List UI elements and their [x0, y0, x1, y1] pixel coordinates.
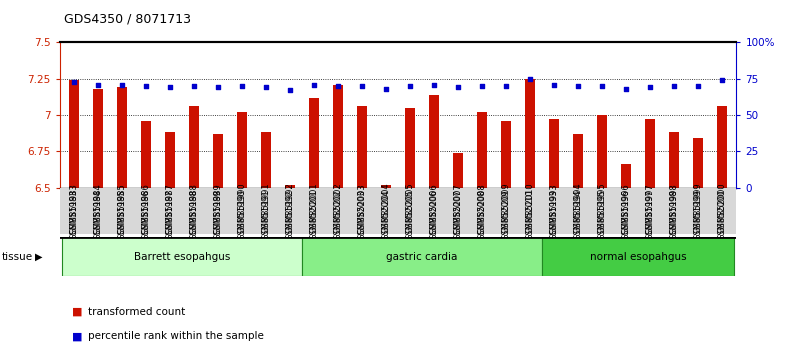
Text: GSM852010: GSM852010: [525, 189, 534, 240]
Bar: [189, 106, 199, 188]
Point: [68, 79, 80, 85]
Point: [236, 83, 248, 89]
Point: [619, 86, 632, 92]
Text: GSM851985: GSM851985: [118, 189, 127, 240]
Bar: [69, 80, 79, 188]
Point: [668, 83, 681, 89]
Bar: [166, 132, 175, 188]
Point: [380, 86, 392, 92]
Text: GSM852009: GSM852009: [501, 189, 510, 240]
Point: [308, 82, 321, 87]
Text: tissue: tissue: [2, 252, 33, 262]
Bar: [285, 185, 295, 188]
Text: GSM852001: GSM852001: [310, 189, 318, 240]
Text: GSM851986: GSM851986: [142, 189, 150, 240]
Text: GSM852004: GSM852004: [381, 189, 391, 240]
Point: [164, 85, 177, 90]
Bar: [429, 95, 439, 188]
Text: GSM852003: GSM852003: [357, 189, 366, 240]
Bar: [669, 132, 679, 188]
Bar: [477, 112, 487, 188]
Bar: [501, 121, 511, 188]
Bar: [261, 132, 271, 188]
Text: GSM851993: GSM851993: [549, 189, 559, 240]
Text: GSM852002: GSM852002: [334, 189, 342, 240]
Point: [500, 83, 513, 89]
Text: GSM852007: GSM852007: [454, 189, 462, 240]
Bar: [381, 185, 391, 188]
Text: ■: ■: [72, 307, 82, 316]
Point: [212, 85, 224, 90]
Point: [115, 82, 128, 87]
Point: [595, 83, 608, 89]
Bar: [573, 134, 583, 188]
Text: gastric cardia: gastric cardia: [386, 252, 458, 262]
Text: GSM852008: GSM852008: [478, 189, 486, 240]
Bar: [621, 164, 630, 188]
Point: [427, 82, 440, 87]
Bar: [549, 119, 559, 188]
Point: [92, 82, 104, 87]
Point: [259, 85, 272, 90]
Text: normal esopahgus: normal esopahgus: [590, 252, 686, 262]
Point: [283, 87, 296, 93]
Text: GSM851988: GSM851988: [189, 189, 198, 240]
Text: GDS4350 / 8071713: GDS4350 / 8071713: [64, 12, 191, 25]
Text: GSM851984: GSM851984: [94, 189, 103, 240]
Point: [643, 85, 656, 90]
Text: GSM851989: GSM851989: [213, 189, 223, 240]
Text: GSM852006: GSM852006: [430, 189, 439, 240]
Bar: [237, 112, 247, 188]
Bar: [645, 119, 655, 188]
Point: [716, 78, 728, 83]
Point: [692, 83, 704, 89]
Bar: [334, 85, 343, 188]
Point: [332, 83, 345, 89]
Bar: [62, 237, 302, 276]
Point: [188, 83, 201, 89]
Bar: [597, 115, 607, 188]
Text: Barrett esopahgus: Barrett esopahgus: [134, 252, 230, 262]
Text: GSM851992: GSM851992: [286, 189, 295, 240]
Text: GSM851995: GSM851995: [598, 189, 607, 240]
Text: GSM851996: GSM851996: [622, 189, 630, 240]
Bar: [117, 87, 127, 188]
Point: [140, 83, 153, 89]
Text: GSM851987: GSM851987: [166, 189, 174, 240]
Bar: [542, 237, 734, 276]
Point: [451, 85, 464, 90]
Point: [404, 83, 416, 89]
Text: GSM851994: GSM851994: [573, 189, 583, 240]
Bar: [717, 106, 727, 188]
Text: GSM851983: GSM851983: [69, 189, 79, 240]
Point: [356, 83, 369, 89]
Text: GSM851991: GSM851991: [262, 189, 271, 240]
Bar: [93, 89, 103, 188]
Text: transformed count: transformed count: [88, 307, 185, 316]
Bar: [357, 106, 367, 188]
Bar: [453, 153, 462, 188]
Text: ▶: ▶: [35, 252, 42, 262]
Bar: [405, 108, 415, 188]
Bar: [309, 98, 319, 188]
Point: [524, 76, 537, 81]
Point: [548, 82, 560, 87]
Point: [475, 83, 488, 89]
Bar: [525, 79, 535, 188]
Bar: [302, 237, 542, 276]
Text: percentile rank within the sample: percentile rank within the sample: [88, 331, 263, 341]
Text: GSM851999: GSM851999: [693, 189, 702, 240]
Point: [572, 83, 584, 89]
Text: GSM851997: GSM851997: [646, 189, 654, 240]
Bar: [141, 121, 151, 188]
Bar: [213, 134, 223, 188]
Text: ■: ■: [72, 331, 82, 341]
Bar: [693, 138, 703, 188]
Text: GSM851998: GSM851998: [669, 189, 678, 240]
Text: GSM851990: GSM851990: [237, 189, 247, 240]
Text: GSM852000: GSM852000: [717, 189, 727, 240]
Text: GSM852005: GSM852005: [405, 189, 415, 240]
